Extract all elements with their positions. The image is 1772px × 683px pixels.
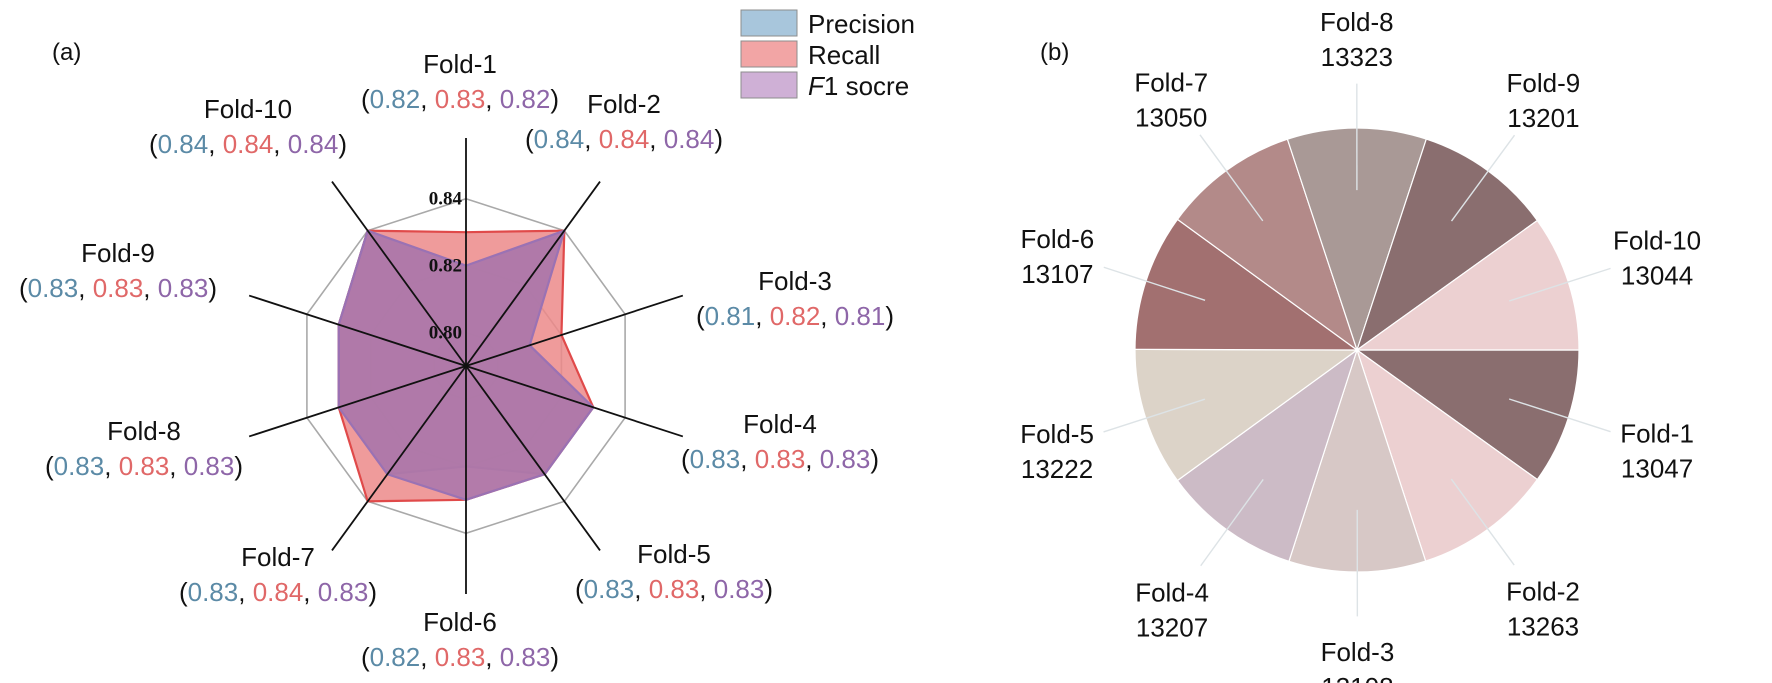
panel-label-a: (a): [52, 39, 81, 66]
pie-leader-line: [1103, 266, 1206, 302]
radar-value-label: (0.84, 0.84, 0.84): [525, 124, 723, 154]
pie-leader-line: [1450, 478, 1515, 566]
legend-swatch-recall: [740, 40, 798, 68]
pie-leader-line: [1450, 134, 1516, 222]
pie-category-label: Fold-8: [1320, 7, 1394, 37]
pie-value-label: 13107: [1021, 259, 1093, 289]
pie-leader-line: [1508, 267, 1611, 302]
radar-value-label: (0.83, 0.84, 0.83): [179, 577, 377, 607]
radar-value-label: (0.83, 0.83, 0.83): [45, 451, 243, 481]
pie-value-label: 13207: [1136, 612, 1208, 642]
radar-category-label: Fold-10: [204, 94, 292, 124]
pie-category-label: Fold-6: [1021, 224, 1095, 254]
legend-swatch-f1-score: [740, 71, 798, 99]
radar-category-label: Fold-1: [423, 49, 497, 79]
radar-value-label: (0.84, 0.84, 0.84): [149, 129, 347, 159]
radar-tick-label: 0.80: [429, 323, 462, 344]
radar-axis-fold-3: [465, 294, 684, 367]
pie-value-label: 13044: [1621, 260, 1693, 290]
pie-value-label: 13047: [1621, 454, 1693, 484]
pie-category-label: Fold-1: [1620, 419, 1694, 449]
radar-value-label: (0.82, 0.83, 0.82): [361, 84, 559, 114]
pie-leader-line: [1200, 479, 1264, 567]
pie-leader-line: [1103, 398, 1206, 433]
pie-category-label: Fold-5: [1020, 419, 1094, 449]
radar-category-label: Fold-8: [107, 416, 181, 446]
pie-value-label: 13108: [1321, 672, 1393, 683]
radar-category-label: Fold-4: [743, 409, 817, 439]
legend-label-f1-score: F1 socre: [808, 71, 909, 101]
panel-label-b: (b): [1040, 39, 1069, 66]
radar-value-label: (0.82, 0.83, 0.83): [361, 642, 559, 672]
pie-category-label: Fold-3: [1321, 637, 1395, 667]
pie-category-label: Fold-2: [1506, 577, 1580, 607]
radar-tick-label: 0.84: [429, 189, 463, 210]
pie-value-label: 13222: [1021, 454, 1093, 484]
pie-value-label: 13323: [1321, 42, 1393, 72]
radar-category-label: Fold-2: [587, 89, 661, 119]
radar-category-label: Fold-7: [241, 542, 315, 572]
pie-value-label: 13050: [1135, 102, 1207, 132]
pie-chart: Fold-1 13047 Fold-2 13263 Fold-3 13108 Fold-4 1…: [1020, 7, 1701, 683]
pie-leader-line: [1508, 398, 1611, 433]
radar-category-label: Fold-5: [637, 539, 711, 569]
radar-category-label: Fold-6: [423, 607, 497, 637]
pie-leader-line: [1199, 134, 1264, 222]
pie-category-label: Fold-7: [1134, 67, 1208, 97]
radar-value-label: (0.83, 0.83, 0.83): [681, 444, 879, 474]
pie-value-label: 13263: [1507, 612, 1579, 642]
legend-swatch-precision: [740, 9, 798, 37]
radar-tick-label: 0.82: [429, 256, 462, 277]
radar-axis-fold-10: [331, 181, 467, 367]
legend-label-recall: Recall: [808, 40, 880, 70]
radar-axis-fold-7: [331, 365, 467, 551]
pie-category-label: Fold-4: [1135, 577, 1209, 607]
legend-label-precision: Precision: [808, 9, 915, 39]
pie-value-label: 13201: [1507, 103, 1579, 133]
radar-category-label: Fold-3: [758, 266, 832, 296]
radar-category-label: Fold-9: [81, 238, 155, 268]
radar-axis-fold-2: [465, 181, 601, 367]
radar-value-label: (0.83, 0.83, 0.83): [19, 273, 217, 303]
radar-axis-fold-9: [248, 294, 467, 367]
pie-category-label: Fold-9: [1507, 68, 1581, 98]
radar-chart: 0.80 0.82 0.84 Fold-1 (0.82, 0.83, 0.82) Fold…: [19, 49, 894, 672]
radar-value-label: (0.81, 0.82, 0.81): [696, 301, 894, 331]
radar-value-label: (0.83, 0.83, 0.83): [575, 574, 773, 604]
radar-axis-fold-8: [248, 365, 467, 438]
pie-category-label: Fold-10: [1613, 225, 1701, 255]
radar-axis-fold-4: [465, 365, 684, 438]
radar-axis-fold-5: [465, 365, 601, 551]
